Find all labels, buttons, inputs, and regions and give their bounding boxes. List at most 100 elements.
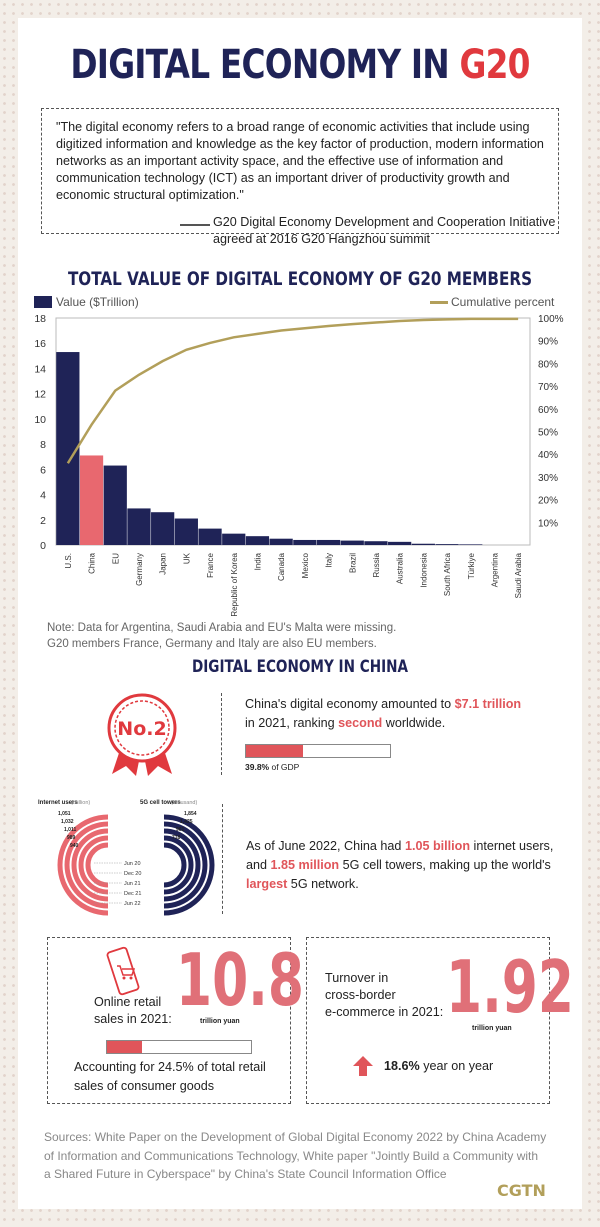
y-right-tick-label: 80%: [538, 359, 558, 370]
y-right-tick-label: 30%: [538, 473, 558, 484]
crossborder-unit: trillion yuan: [472, 1025, 512, 1032]
quote-text: "The digital economy refers to a broad r…: [56, 120, 544, 202]
chart-section-title: TOTAL VALUE OF DIGITAL ECONOMY OF G20 ME…: [67, 268, 533, 290]
x-tick-label: South Africa: [443, 552, 452, 596]
y-right-tick-label: 100%: [538, 314, 564, 325]
internet-users-arc: [85, 842, 109, 888]
bar-eu: [103, 465, 127, 545]
bar-mexico: [293, 539, 317, 545]
y-right-tick-label: 70%: [538, 382, 558, 393]
y-left-tick-label: 0: [40, 540, 46, 552]
x-tick-label: Indonesia: [419, 552, 428, 587]
y-right-tick-label: 40%: [538, 450, 558, 461]
towers-value: 961: [176, 827, 185, 833]
towers-value: 1,425: [180, 819, 193, 825]
rank-badge-icon: No.2: [107, 693, 177, 776]
x-tick-label: India: [253, 552, 262, 570]
bar-china: [79, 455, 104, 545]
up-arrow-icon: [353, 1056, 373, 1076]
x-tick-label: Mexico: [301, 552, 310, 578]
y-left-tick-label: 10: [34, 414, 46, 426]
y-right-tick-label: 50%: [538, 428, 558, 439]
gdp-share-fill: [246, 745, 304, 757]
x-tick-label: U.S.: [64, 553, 73, 569]
y-left-tick-label: 18: [34, 313, 46, 325]
internet-users-value: 1,051: [58, 811, 71, 817]
x-tick-label: Canada: [277, 552, 286, 581]
bar-indonesia: [411, 543, 435, 545]
internet-users-unit: (million): [71, 800, 90, 806]
crossborder-box: [306, 937, 550, 1104]
network-divider: [222, 804, 224, 914]
content-panel: [18, 18, 582, 1209]
x-tick-label: China: [88, 552, 97, 573]
crossborder-label: Turnover in cross-border e-commerce in 2…: [325, 971, 444, 1019]
y-left-tick-label: 2: [40, 515, 46, 527]
bar-russia: [364, 541, 388, 545]
crossborder-value: 1.92: [446, 945, 574, 1029]
y-left-tick-label: 4: [40, 490, 46, 502]
bar-india: [245, 536, 270, 545]
bar-italy: [316, 539, 341, 545]
period-label: Dec 21: [124, 891, 141, 897]
x-tick-label: France: [206, 552, 215, 577]
bar-germany: [127, 508, 151, 545]
gdp-share-label: 39.8% of GDP: [245, 762, 300, 772]
legend-label-value: Value ($Trillion): [56, 295, 139, 309]
towers-value: 1,854: [184, 811, 197, 817]
legend-swatch-cumulative: [430, 301, 448, 304]
towers-arc: [163, 828, 201, 902]
x-tick-label: Argentina: [490, 552, 499, 587]
towers-value: 718: [172, 835, 181, 841]
bar-canada: [269, 538, 293, 545]
x-tick-label: Russia: [372, 552, 381, 577]
quote-attribution: G20 Digital Economy Development and Coop…: [213, 215, 556, 246]
internet-users-arc: [64, 821, 109, 909]
bar-u-s-: [56, 352, 80, 545]
shopping-cart-phone-icon: [106, 946, 140, 996]
y-left-tick-label: 8: [40, 439, 46, 451]
retail-share-bar: [106, 1040, 252, 1054]
internet-users-value: 940: [70, 843, 79, 849]
attribution-dash: [180, 224, 210, 226]
towers-arc: [163, 835, 194, 895]
period-label: Jun 21: [124, 881, 141, 887]
towers-title: 5G cell towers: [140, 800, 181, 806]
legend-label-cumulative: Cumulative percent: [451, 295, 555, 309]
plot-frame: [55, 317, 531, 546]
title-highlight: G20: [459, 42, 530, 88]
towers-arc: [163, 814, 215, 916]
chart-note: Note: Data for Argentina, Saudi Arabia a…: [47, 622, 397, 650]
internet-users-value: 1,032: [61, 819, 74, 825]
x-tick-label: EU: [111, 553, 120, 564]
network-text: As of June 2022, China had 1.05 billion …: [246, 839, 554, 891]
bar-t-rkiye: [459, 544, 483, 545]
sources: Sources: White Paper on the Development …: [44, 1130, 547, 1181]
crossborder-growth: 18.6% year on year: [384, 1059, 494, 1073]
retail-share-fill: [107, 1041, 143, 1053]
y-left-tick-label: 6: [40, 464, 46, 476]
towers-unit: (thousand): [171, 800, 197, 806]
x-tick-label: Italy: [325, 553, 334, 568]
y-left-tick-label: 14: [34, 363, 46, 375]
y-left-tick-label: 12: [34, 389, 46, 401]
x-tick-label: Türkiye: [467, 552, 476, 579]
period-label: Jun 20: [124, 861, 141, 867]
y-right-tick-label: 90%: [538, 337, 558, 348]
rank-badge-label: No.2: [117, 718, 166, 740]
online-retail-label: Online retail sales in 2021:: [94, 995, 172, 1026]
x-tick-label: Japan: [159, 553, 168, 575]
gdp-share-bar: [245, 744, 391, 758]
x-tick-label: Australia: [396, 552, 405, 584]
internet-users-title: Internet users: [38, 800, 78, 806]
y-right-tick-label: 60%: [538, 405, 558, 416]
x-tick-label: Brazil: [348, 553, 357, 573]
bar-australia: [388, 541, 412, 545]
page-title: DIGITAL ECONOMY IN G20: [70, 42, 530, 88]
china-section-title: DIGITAL ECONOMY IN CHINA: [191, 657, 409, 677]
period-label: Jun 22: [124, 901, 141, 907]
online-retail-unit: trillion yuan: [200, 1018, 240, 1025]
bar-uk: [174, 518, 198, 545]
cumulative-percent-line: [66, 317, 519, 464]
internet-users-arc: [78, 835, 109, 895]
